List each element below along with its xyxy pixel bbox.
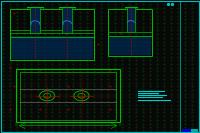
- Bar: [30, 7, 40, 33]
- Bar: [182, 129, 191, 132]
- Bar: [20, 72, 116, 120]
- Bar: [10, 9, 94, 60]
- Bar: [11, 36, 93, 59]
- Bar: [191, 129, 198, 132]
- Bar: [62, 7, 72, 33]
- Bar: [127, 7, 135, 32]
- Bar: [109, 36, 151, 55]
- Bar: [108, 9, 152, 56]
- Bar: [16, 69, 120, 122]
